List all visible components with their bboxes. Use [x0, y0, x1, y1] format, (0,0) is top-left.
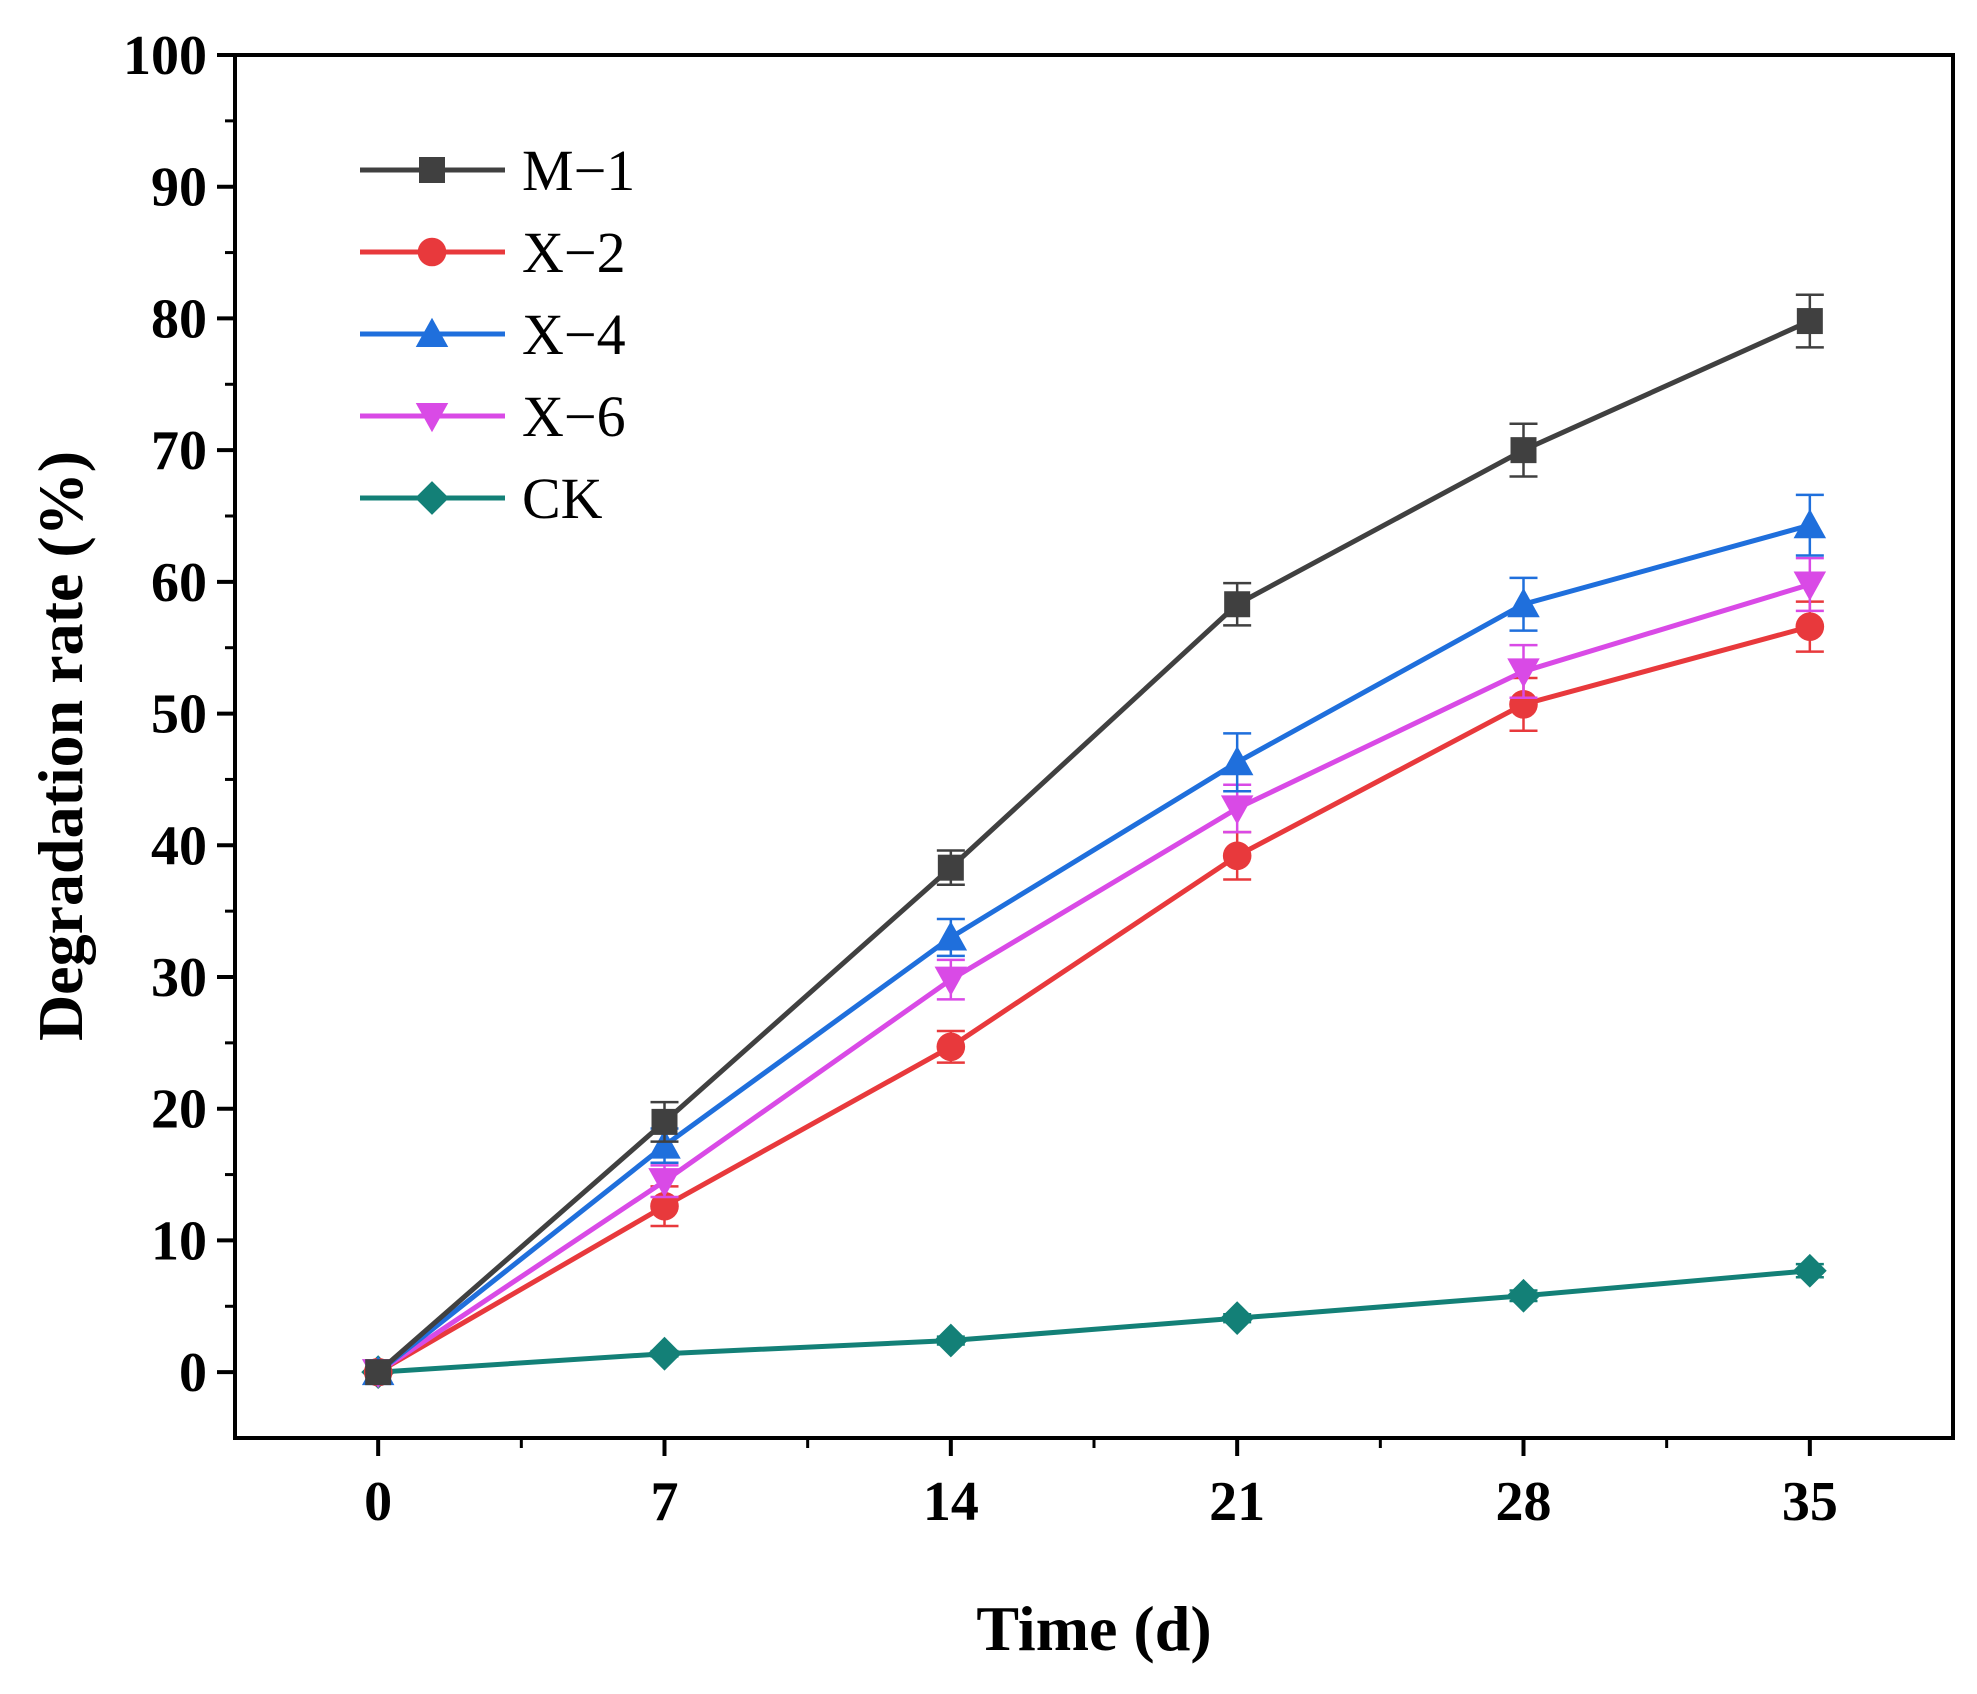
series-line	[376, 624, 1811, 1375]
legend-marker	[415, 403, 449, 433]
data-point	[934, 921, 968, 951]
legend-label: CK	[522, 466, 603, 531]
x-axis: 0 7 14 21 28 35	[364, 1438, 1838, 1533]
y-tick-label: 50	[151, 684, 207, 746]
series-line	[376, 318, 1811, 1375]
legend-marker	[419, 157, 445, 183]
data-point	[936, 1032, 966, 1062]
data-point	[1220, 1301, 1255, 1336]
x-tick-label: 7	[651, 1471, 679, 1533]
series-X−2	[363, 600, 1825, 1387]
data-point	[1506, 1278, 1541, 1313]
data-point	[934, 966, 968, 996]
y-axis: 0 10 20 30 40 50 60 70 80 90 100	[123, 25, 235, 1404]
x-tick-label: 14	[923, 1471, 979, 1533]
data-point	[1222, 841, 1252, 871]
x-tick-label: 0	[364, 1471, 392, 1533]
series-M−1	[365, 293, 1824, 1386]
series-line	[376, 522, 1811, 1375]
x-tick-label: 35	[1782, 1471, 1838, 1533]
data-point	[1795, 612, 1825, 641]
data-point	[1796, 308, 1823, 335]
y-tick-label: 100	[123, 25, 207, 87]
plot-frame	[233, 53, 1955, 1440]
y-tick-label: 70	[151, 420, 207, 482]
data-point	[648, 1168, 681, 1198]
data-point	[933, 1323, 968, 1358]
data-point	[651, 1108, 678, 1135]
data-point	[1792, 1253, 1827, 1288]
legend-item: X−6	[360, 384, 626, 449]
legend-label: M−1	[522, 138, 635, 203]
legend-item: X−2	[360, 220, 626, 285]
x-tick-label: 21	[1209, 1471, 1265, 1533]
y-tick-label: 0	[179, 1342, 207, 1404]
data-point	[1793, 508, 1827, 539]
data-point	[1507, 587, 1540, 618]
legend-marker	[415, 481, 449, 515]
series-CK	[361, 1253, 1827, 1390]
data-point	[1220, 795, 1254, 825]
y-axis-title: Degradation rate (%)	[25, 451, 96, 1041]
y-tick-label: 30	[151, 947, 207, 1009]
y-tick-label: 90	[151, 157, 207, 219]
legend-item: M−1	[360, 138, 635, 203]
legend-label: X−2	[522, 220, 626, 285]
data-point	[1224, 591, 1251, 618]
x-axis-title: Time (d)	[976, 1593, 1211, 1664]
data-point	[1507, 658, 1540, 688]
y-tick-label: 80	[151, 288, 207, 350]
data-point	[1510, 437, 1537, 464]
y-tick-label: 10	[151, 1210, 207, 1272]
data-point	[1793, 571, 1827, 601]
legend-marker	[415, 317, 449, 347]
legend-item: CK	[360, 466, 603, 531]
legend-marker	[417, 237, 447, 267]
series-line	[378, 1268, 1811, 1375]
x-tick-label: 28	[1496, 1471, 1552, 1533]
legend: M−1 X−2 X−4 X−6 CK	[360, 138, 635, 531]
data-point	[937, 854, 964, 881]
y-tick-label: 60	[151, 552, 207, 614]
data-point	[650, 1191, 679, 1221]
y-tick-label: 40	[151, 815, 207, 877]
legend-label: X−6	[522, 384, 626, 449]
data-point	[1220, 746, 1254, 776]
data-point	[647, 1336, 682, 1371]
legend-label: X−4	[522, 302, 626, 367]
data-point	[648, 1129, 681, 1159]
y-tick-label: 20	[151, 1079, 207, 1141]
series-line	[376, 582, 1811, 1375]
data-point	[365, 1359, 392, 1386]
series-layer	[361, 293, 1827, 1390]
legend-item: X−4	[360, 302, 626, 367]
